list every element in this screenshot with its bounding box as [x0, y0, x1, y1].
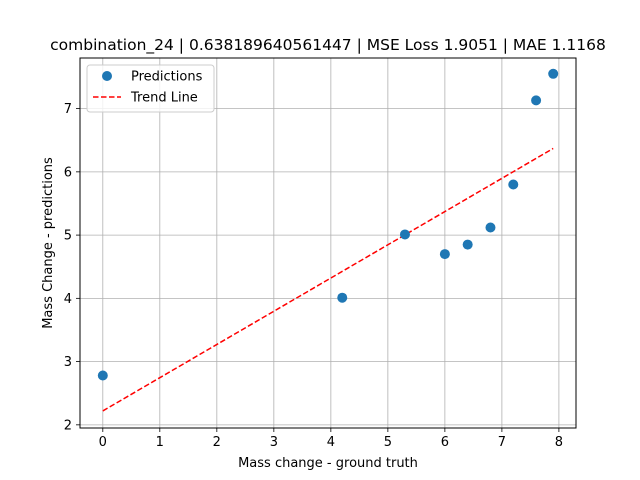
x-tick-label: 8 — [555, 435, 563, 450]
x-axis-ticks: 0 1 2 3 4 5 6 7 8 — [99, 428, 563, 450]
x-tick-label: 5 — [384, 435, 392, 450]
prediction-points — [97, 68, 559, 381]
prediction-point — [97, 370, 108, 381]
legend-predictions-label: Predictions — [131, 70, 203, 85]
x-tick-label: 1 — [156, 435, 164, 450]
y-tick-label: 2 — [64, 418, 72, 433]
y-axis-ticks: 2 3 4 5 6 7 — [64, 102, 80, 433]
legend: Predictions Trend Line — [86, 64, 215, 113]
legend-predictions-marker — [102, 71, 112, 81]
x-axis-label: Mass change - ground truth — [238, 456, 418, 471]
prediction-point — [531, 95, 542, 106]
x-tick-label: 0 — [99, 435, 107, 450]
y-axis-label: Mass Change - predictions — [41, 157, 56, 329]
prediction-point — [508, 179, 519, 190]
prediction-point — [548, 68, 559, 79]
trend-line — [102, 147, 554, 412]
prediction-point — [485, 222, 496, 233]
prediction-point — [439, 249, 450, 260]
trend-line-layer — [102, 147, 554, 412]
x-tick-label: 4 — [327, 435, 335, 450]
y-tick-label: 4 — [64, 292, 72, 307]
y-tick-label: 5 — [64, 229, 72, 244]
x-tick-label: 7 — [498, 435, 506, 450]
y-tick-label: 6 — [64, 165, 72, 180]
prediction-point — [337, 292, 348, 303]
x-tick-label: 3 — [270, 435, 278, 450]
prediction-point — [399, 229, 410, 240]
chart-title: combination_24 | 0.638189640561447 | MSE… — [50, 36, 606, 55]
plot-frame — [79, 57, 577, 429]
grid — [80, 58, 576, 428]
legend-box — [86, 64, 215, 113]
prediction-point — [462, 239, 473, 250]
y-tick-label: 3 — [64, 355, 72, 370]
y-tick-label: 7 — [64, 102, 72, 117]
legend-trend-line-label: Trend Line — [130, 91, 198, 106]
x-tick-label: 6 — [441, 435, 449, 450]
x-tick-label: 2 — [213, 435, 221, 450]
